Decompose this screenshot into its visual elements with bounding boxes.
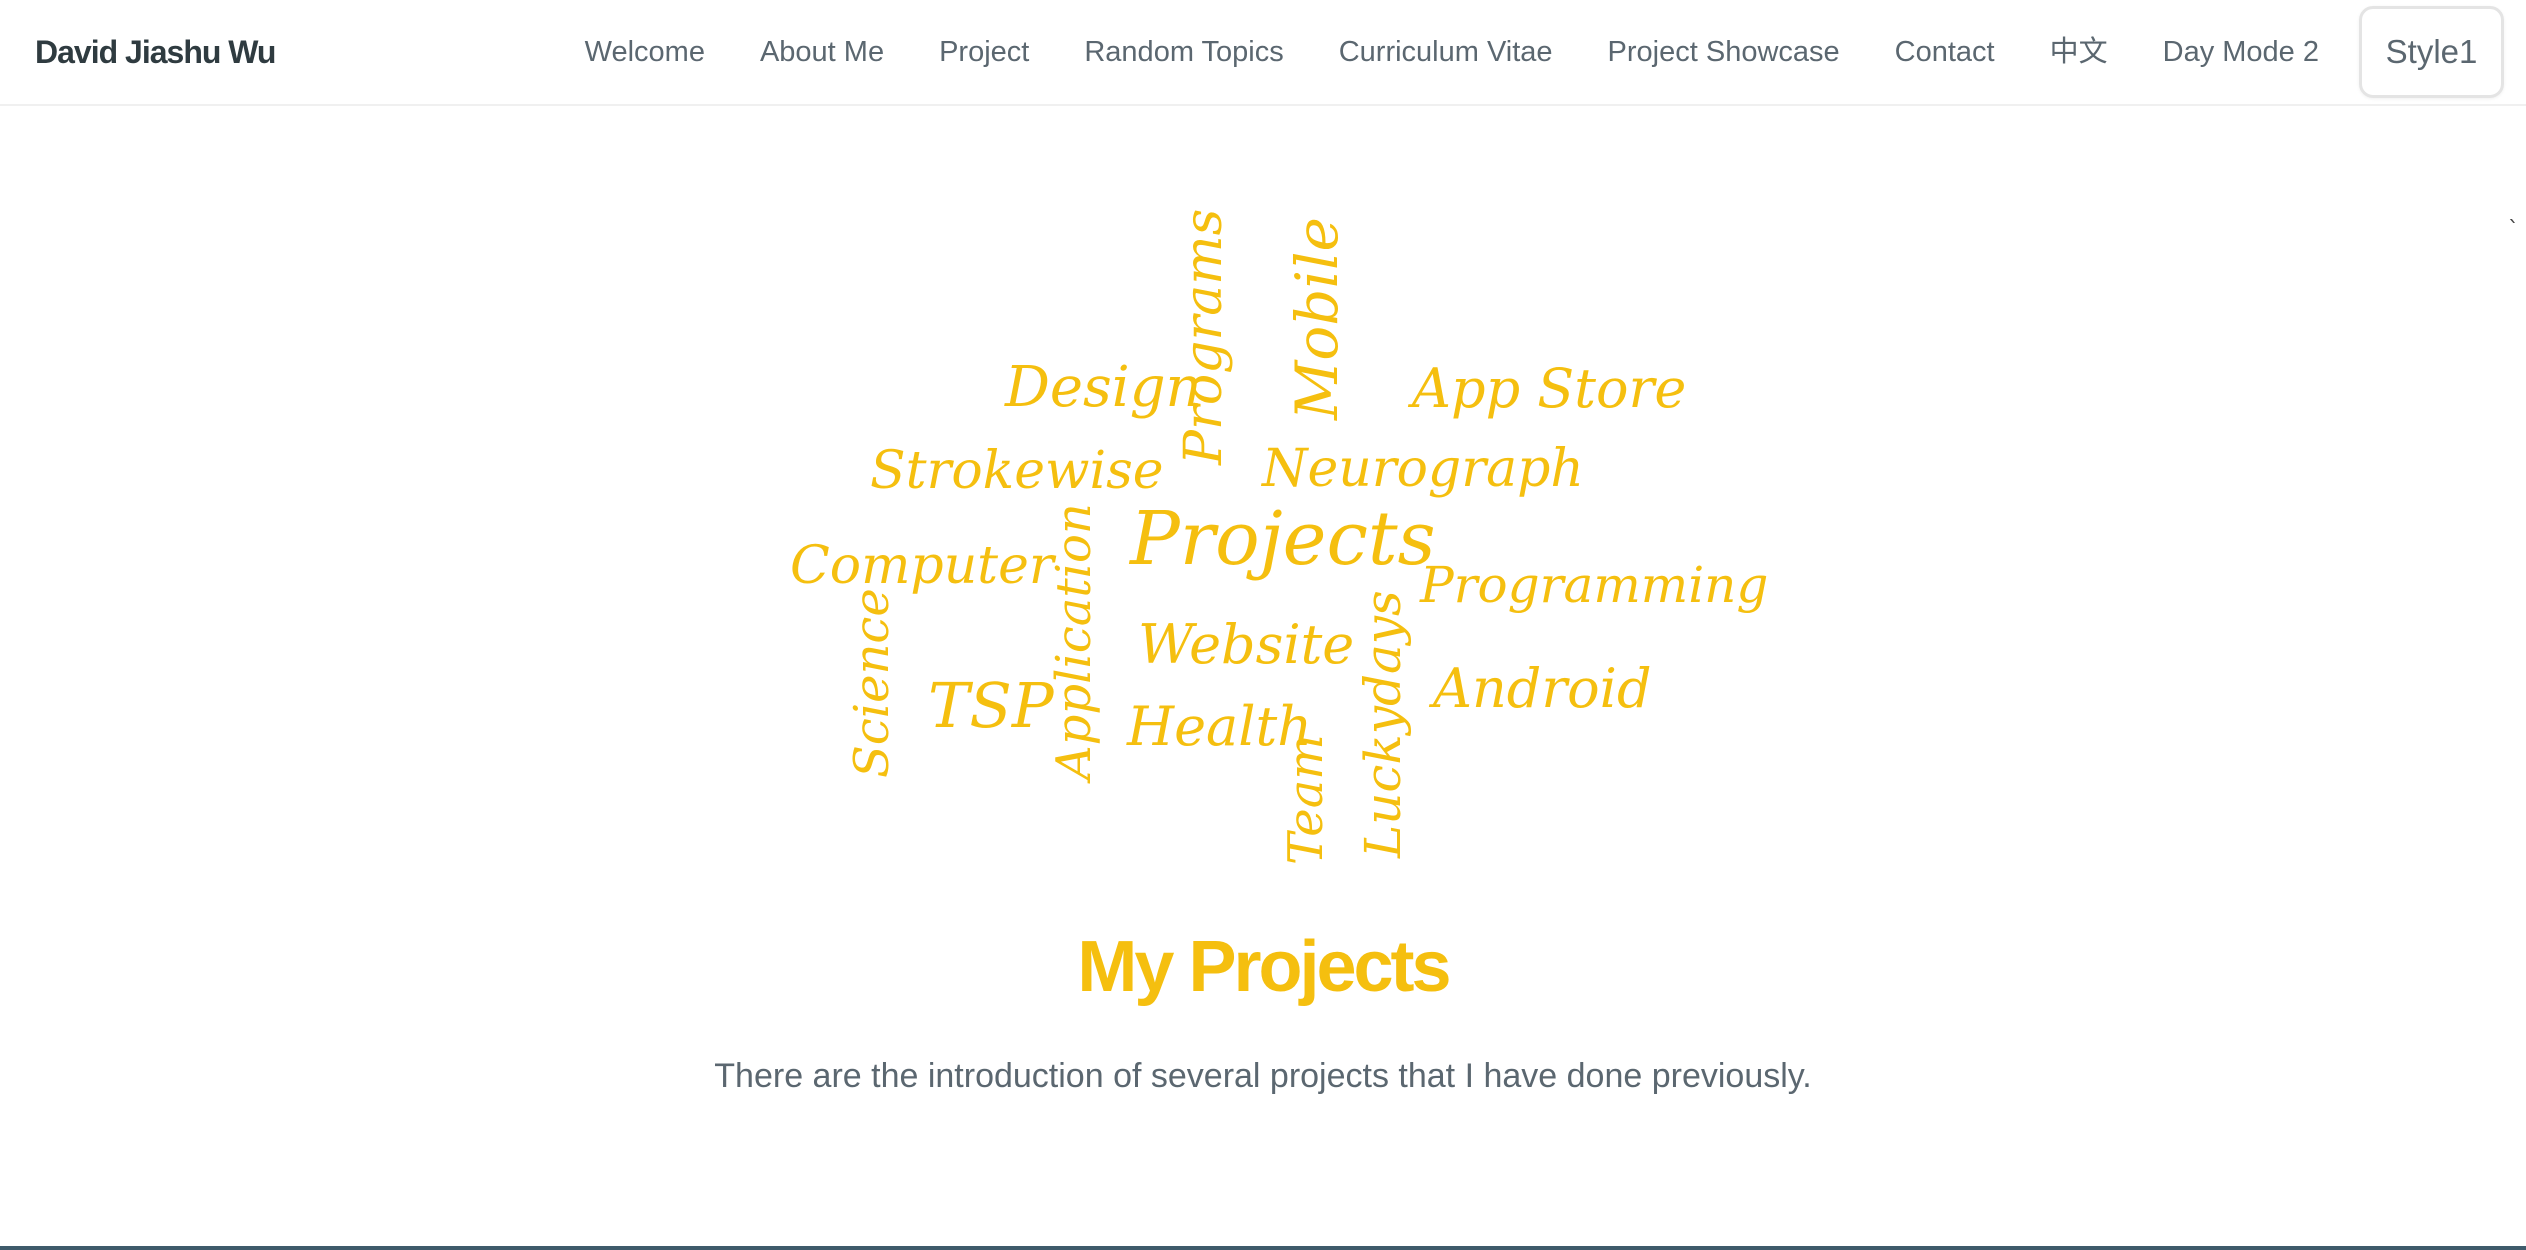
word-mobile: Mobile bbox=[1283, 217, 1351, 420]
nav-link-day-mode[interactable]: Day Mode 2 bbox=[2162, 36, 2319, 68]
nav-link-project-showcase[interactable]: Project Showcase bbox=[1607, 36, 1840, 68]
brand-name[interactable]: David Jiashu Wu bbox=[35, 34, 276, 70]
word-team: Team bbox=[1278, 734, 1334, 865]
word-programming: Programming bbox=[1420, 556, 1769, 614]
word-android: Android bbox=[1433, 657, 1652, 720]
nav-link-project[interactable]: Project bbox=[939, 36, 1030, 68]
page-title: My Projects bbox=[1077, 927, 1451, 1007]
nav-links: Welcome About Me Project Random Topics C… bbox=[530, 4, 2504, 100]
word-strokewise: Strokewise bbox=[870, 441, 1164, 501]
word-programs: Programs bbox=[1174, 208, 1234, 465]
page-description: There are the introduction of several pr… bbox=[714, 1057, 1812, 1095]
word-health: Health bbox=[1127, 695, 1312, 758]
word-app-store: App Store bbox=[1412, 357, 1687, 420]
word-projects: Projects bbox=[1130, 496, 1436, 582]
nav-link-curriculum-vitae[interactable]: Curriculum Vitae bbox=[1338, 36, 1553, 68]
nav-link-contact[interactable]: Contact bbox=[1894, 36, 1995, 68]
nav-link-welcome[interactable]: Welcome bbox=[584, 36, 705, 68]
style-toggle-button[interactable]: Style1 bbox=[2359, 6, 2504, 98]
word-tsp: TSP bbox=[928, 669, 1054, 742]
word-application: Application bbox=[1046, 503, 1102, 780]
bottom-divider bbox=[0, 1246, 2526, 1250]
word-science: Science bbox=[844, 588, 900, 778]
nav-link-chinese[interactable]: 中文 bbox=[2049, 36, 2108, 68]
nav-link-random-topics[interactable]: Random Topics bbox=[1084, 36, 1284, 68]
nav-link-about-me[interactable]: About Me bbox=[759, 36, 885, 68]
word-neurograph: Neurograph bbox=[1262, 439, 1584, 499]
stray-mark: ` bbox=[2508, 218, 2519, 243]
word-website: Website bbox=[1138, 613, 1355, 676]
navbar: David Jiashu Wu Welcome About Me Project… bbox=[0, 0, 2526, 106]
word-luckydays: Luckydays bbox=[1354, 590, 1412, 858]
word-computer: Computer bbox=[790, 536, 1054, 596]
word-design: Design bbox=[1005, 355, 1202, 420]
